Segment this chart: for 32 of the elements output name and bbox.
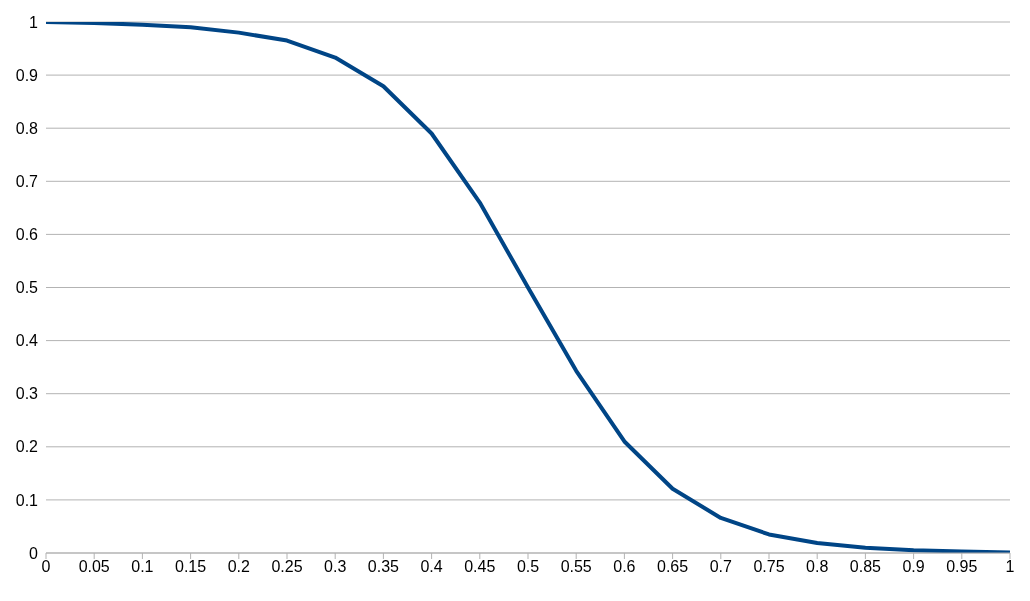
y-tick-label: 0.3 <box>15 385 39 403</box>
x-tick-label: 0.25 <box>271 558 303 576</box>
x-tick-label: 0.85 <box>849 558 882 576</box>
x-tick-label: 0.55 <box>560 558 592 576</box>
x-tick-label: 0.45 <box>464 558 496 576</box>
x-tick-label: 1 <box>1005 558 1015 576</box>
y-tick-label: 0.4 <box>15 332 39 350</box>
y-tick-label: 0.8 <box>15 119 39 137</box>
y-tick-label: 0 <box>29 544 39 562</box>
y-tick-label: 0.5 <box>15 279 39 297</box>
x-tick-label: 0 <box>41 558 51 576</box>
x-tick-label: 0.15 <box>175 558 207 576</box>
x-tick-label: 0.7 <box>709 558 733 576</box>
x-tick-label: 0.9 <box>902 558 925 576</box>
x-tick-label: 0.75 <box>753 558 785 576</box>
x-tick-label: 0.65 <box>657 558 689 576</box>
y-tick-label: 0.1 <box>15 491 39 509</box>
y-tick-label: 0.7 <box>15 172 39 190</box>
x-tick-label: 0.5 <box>516 558 540 576</box>
y-tick-label: 1 <box>29 13 39 31</box>
x-tick-label: 0.05 <box>78 558 110 576</box>
x-tick-label: 0.6 <box>613 558 636 576</box>
y-tick-label: 0.6 <box>15 226 39 244</box>
y-tick-label: 0.2 <box>15 438 39 456</box>
x-tick-label: 0.4 <box>420 558 443 576</box>
x-tick-label: 0.8 <box>806 558 829 576</box>
y-tick-label: 0.9 <box>15 66 39 84</box>
x-tick-label: 0.3 <box>324 558 347 576</box>
x-tick-label: 0.95 <box>946 558 978 576</box>
x-tick-label: 0.2 <box>227 558 251 576</box>
x-tick-label: 0.35 <box>367 558 400 576</box>
x-tick-label: 0.1 <box>131 558 154 576</box>
